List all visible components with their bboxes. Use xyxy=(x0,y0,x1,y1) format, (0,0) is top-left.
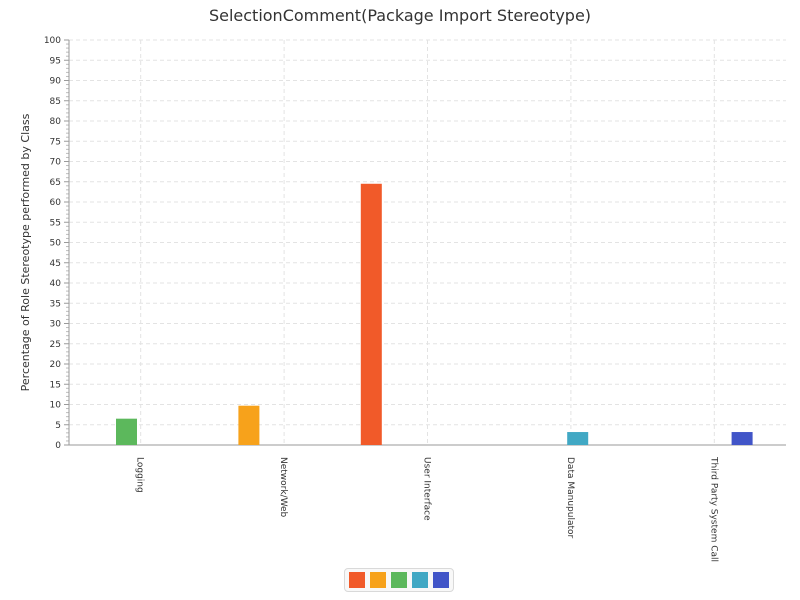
y-tick-label: 35 xyxy=(50,299,61,309)
y-tick-label: 80 xyxy=(50,117,62,127)
y-tick-label: 50 xyxy=(50,239,62,249)
y-tick-label: 70 xyxy=(50,158,62,168)
x-tick-label: Data Manupulator xyxy=(565,457,575,539)
y-tick-label: 0 xyxy=(55,441,61,451)
legend-swatch xyxy=(412,572,428,588)
y-tick-label: 30 xyxy=(50,320,62,330)
bar xyxy=(360,183,382,445)
legend xyxy=(344,568,454,592)
bar xyxy=(731,432,753,445)
legend-swatch xyxy=(370,572,386,588)
legend-swatch xyxy=(391,572,407,588)
x-tick-label: Logging xyxy=(135,457,145,493)
x-tick-label: Network/Web xyxy=(278,457,288,518)
x-tick-label: Third Party System Call xyxy=(708,456,718,562)
y-tick-label: 10 xyxy=(50,401,62,411)
bar xyxy=(116,418,137,445)
y-tick-label: 95 xyxy=(50,56,61,66)
y-tick-label: 25 xyxy=(50,340,61,350)
y-tick-label: 45 xyxy=(50,259,61,269)
legend-swatch xyxy=(349,572,365,588)
y-tick-label: 55 xyxy=(50,218,61,228)
y-tick-label: 100 xyxy=(44,36,61,46)
y-tick-label: 40 xyxy=(50,279,62,289)
y-tick-label: 65 xyxy=(50,178,61,188)
bar xyxy=(238,405,260,445)
y-tick-label: 15 xyxy=(50,380,61,390)
bar xyxy=(567,432,589,445)
y-tick-label: 20 xyxy=(50,360,62,370)
x-tick-label: User Interface xyxy=(422,457,432,521)
y-axis-label: Percentage of Role Stereotype performed … xyxy=(19,113,32,391)
y-tick-label: 85 xyxy=(50,97,61,107)
chart-title: SelectionComment(Package Import Stereoty… xyxy=(208,6,592,25)
y-tick-label: 60 xyxy=(50,198,62,208)
y-tick-label: 75 xyxy=(50,137,61,147)
y-tick-label: 5 xyxy=(55,421,61,431)
y-tick-label: 90 xyxy=(50,77,62,87)
legend-swatch xyxy=(433,572,449,588)
